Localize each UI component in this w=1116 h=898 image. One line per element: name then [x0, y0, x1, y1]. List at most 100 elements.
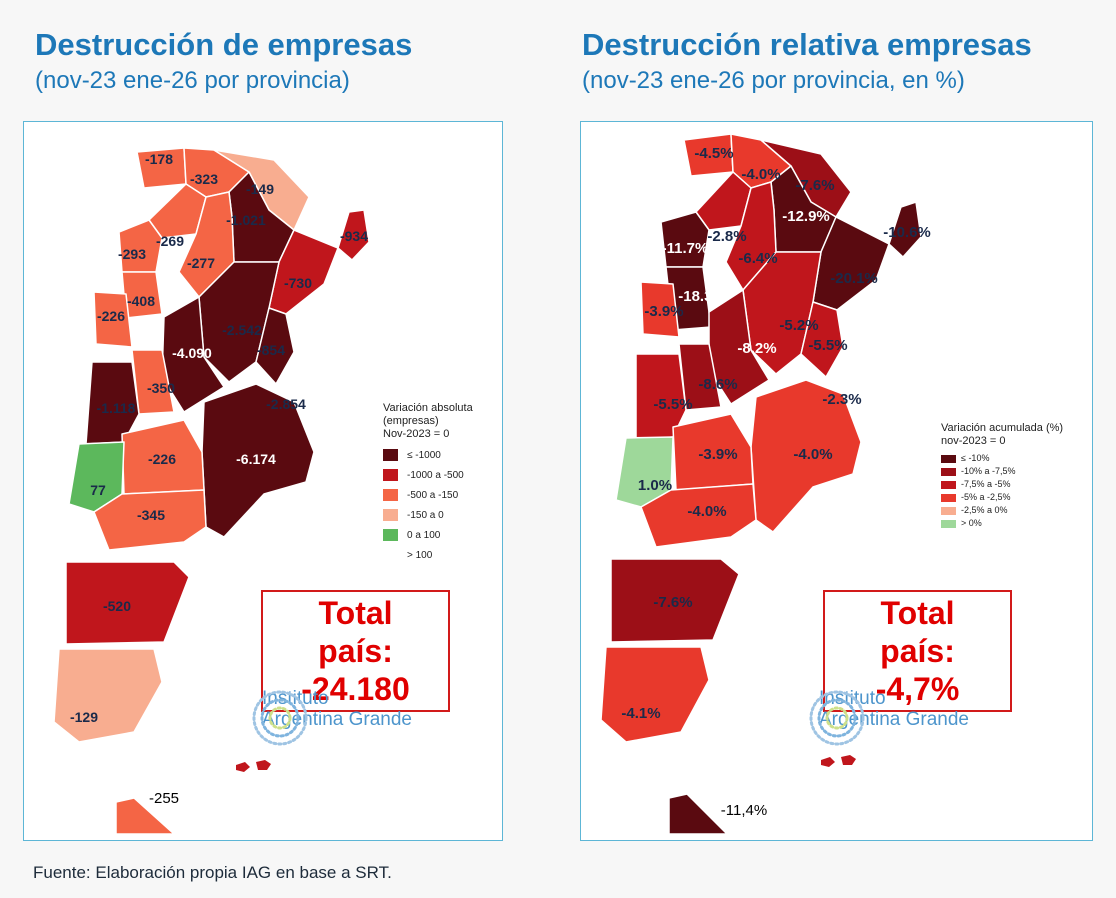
- province-label-buenos-aires: -6.174: [236, 451, 276, 467]
- province-tierra-del-fuego: [668, 793, 728, 835]
- province-label-chaco: -1.021: [226, 212, 266, 228]
- province-label-santa-fe: -5.2%: [779, 317, 818, 334]
- left-total-box: Total país: -24.180: [261, 590, 450, 712]
- province-label-la-rioja: -18.3%: [678, 288, 726, 305]
- legend-item: 0 a 100: [383, 525, 473, 545]
- province-label-misiones: -10.6%: [883, 224, 931, 241]
- province-label-jujuy: -4.5%: [694, 145, 733, 162]
- left-legend-title: Variación absoluta (empresas) Nov-2023 =…: [383, 402, 473, 440]
- legend-item: -10% a -7,5%: [941, 465, 1063, 478]
- province-label-san-juan: -226: [97, 308, 125, 324]
- total-value: -4,7%: [875, 671, 960, 707]
- province-label-tucuman: -269: [156, 233, 184, 249]
- province-mendoza: [85, 361, 140, 445]
- province-chubut: [610, 558, 740, 643]
- right-province-map: -4.5% -4.0% -7.6% -12.9% -10.6% -2.8% -1…: [600, 133, 931, 835]
- province-label-santiago: -6.4%: [738, 250, 777, 267]
- province-san-juan: [93, 291, 133, 348]
- province-label-la-rioja: -408: [127, 293, 155, 309]
- legend-item: -7,5% a -5%: [941, 478, 1063, 491]
- province-label-catamarca: -293: [118, 246, 146, 262]
- province-label-san-luis: -350: [147, 380, 175, 396]
- province-label-corrientes: -20.1%: [830, 270, 878, 287]
- province-label-cordoba: -8.2%: [737, 340, 776, 357]
- province-label-buenos-aires: -4.0%: [793, 446, 832, 463]
- right-map-subtitle: (nov-23 ene-26 por provincia, en %): [582, 67, 965, 94]
- legend-item: -150 a 0: [383, 505, 473, 525]
- province-la-pampa: [121, 419, 205, 495]
- right-map-title: Destrucción relativa empresas: [582, 27, 1032, 62]
- legend-item: ≤ -10%: [941, 452, 1063, 465]
- province-label-chubut: -7.6%: [653, 594, 692, 611]
- province-label-rio-negro: -4.0%: [687, 503, 726, 520]
- legend-item: > 0%: [941, 517, 1063, 530]
- province-mendoza: [635, 353, 687, 441]
- malvinas-islands-icon: [236, 760, 271, 772]
- province-label-santa-cruz: -4.1%: [621, 705, 660, 722]
- institute-logo-icon: [252, 690, 308, 746]
- total-value: -24.180: [301, 671, 410, 707]
- province-label-entre-rios: -5.5%: [808, 337, 847, 354]
- province-entre-rios: [255, 307, 295, 385]
- left-map-frame: -178 -323 -149 -1.021 -934 -269 -293 -27…: [23, 121, 503, 841]
- province-label-buenos-aires-coast: -2.3%: [822, 391, 861, 408]
- province-misiones: [888, 201, 922, 258]
- right-legend: Variación acumulada (%) nov-2023 = 0 ≤ -…: [941, 422, 1063, 530]
- province-santiago: [725, 181, 777, 291]
- province-label-cordoba: -4.090: [172, 345, 212, 361]
- left-legend: Variación absoluta (empresas) Nov-2023 =…: [383, 402, 473, 565]
- right-legend-title: Variación acumulada (%) nov-2023 = 0: [941, 422, 1064, 447]
- province-santiago: [178, 191, 235, 298]
- province-label-salta: -4.0%: [741, 166, 780, 183]
- province-la-pampa: [672, 413, 754, 491]
- province-label-formosa: -7.6%: [795, 177, 834, 194]
- legend-item: -500 a -150: [383, 485, 473, 505]
- province-label-neuquen: 1.0%: [638, 477, 672, 494]
- province-catamarca: [118, 219, 163, 273]
- province-label-salta: -323: [190, 171, 218, 187]
- right-map-frame: -4.5% -4.0% -7.6% -12.9% -10.6% -2.8% -1…: [580, 121, 1093, 841]
- province-label-santiago: -277: [187, 255, 215, 271]
- left-map-subtitle: (nov-23 ene-26 por provincia): [35, 67, 350, 94]
- province-label-la-pampa: -3.9%: [698, 446, 737, 463]
- institute-logo-icon: [809, 690, 865, 746]
- province-label-chubut: -520: [103, 598, 131, 614]
- province-label-mendoza: -5.5%: [653, 396, 692, 413]
- province-catamarca: [660, 211, 710, 268]
- province-label-tierra-del-fuego: -11,4%: [721, 802, 767, 819]
- left-province-map: -178 -323 -149 -1.021 -934 -269 -293 -27…: [53, 147, 370, 835]
- province-label-tucuman: -2.8%: [707, 228, 746, 245]
- total-label: Total país:: [880, 595, 955, 669]
- legend-item: -2,5% a 0%: [941, 504, 1063, 517]
- province-label-corrientes: -730: [284, 275, 312, 291]
- province-santa-cruz: [600, 646, 710, 743]
- province-label-entre-rios: -854: [257, 342, 285, 358]
- province-label-formosa: -149: [246, 181, 274, 197]
- province-label-santa-cruz: -129: [70, 709, 98, 725]
- province-label-chaco: -12.9%: [782, 208, 830, 225]
- province-label-catamarca: -11.7%: [662, 240, 709, 257]
- legend-item: -1000 a -500: [383, 465, 473, 485]
- legend-item: -5% a -2,5%: [941, 491, 1063, 504]
- province-santa-cruz: [53, 648, 163, 743]
- province-label-buenos-aires-coast: -2.854: [266, 396, 306, 412]
- right-total-box: Total país: -4,7%: [823, 590, 1012, 712]
- province-label-rio-negro: -345: [137, 507, 165, 523]
- province-tierra-del-fuego: [115, 797, 175, 835]
- province-label-san-luis: -8.6%: [698, 376, 737, 393]
- province-label-tierra-del-fuego: -255: [149, 790, 179, 807]
- left-map-title: Destrucción de empresas: [35, 27, 413, 62]
- province-label-santa-fe: -2.542: [222, 322, 262, 338]
- province-rio-negro: [640, 483, 757, 548]
- province-label-la-pampa: -226: [148, 451, 176, 467]
- province-label-jujuy: -178: [145, 151, 173, 167]
- province-misiones: [337, 209, 370, 261]
- province-label-neuquen: 77: [90, 482, 106, 498]
- left-logo: Instituto Argentina Grande: [250, 688, 412, 746]
- legend-item: > 100: [407, 549, 433, 561]
- province-label-san-juan: -3.9%: [644, 303, 683, 320]
- right-logo: Instituto Argentina Grande: [807, 688, 969, 746]
- source-note: Fuente: Elaboración propia IAG en base a…: [33, 863, 392, 882]
- province-rio-negro: [93, 489, 207, 551]
- province-chubut: [65, 561, 190, 645]
